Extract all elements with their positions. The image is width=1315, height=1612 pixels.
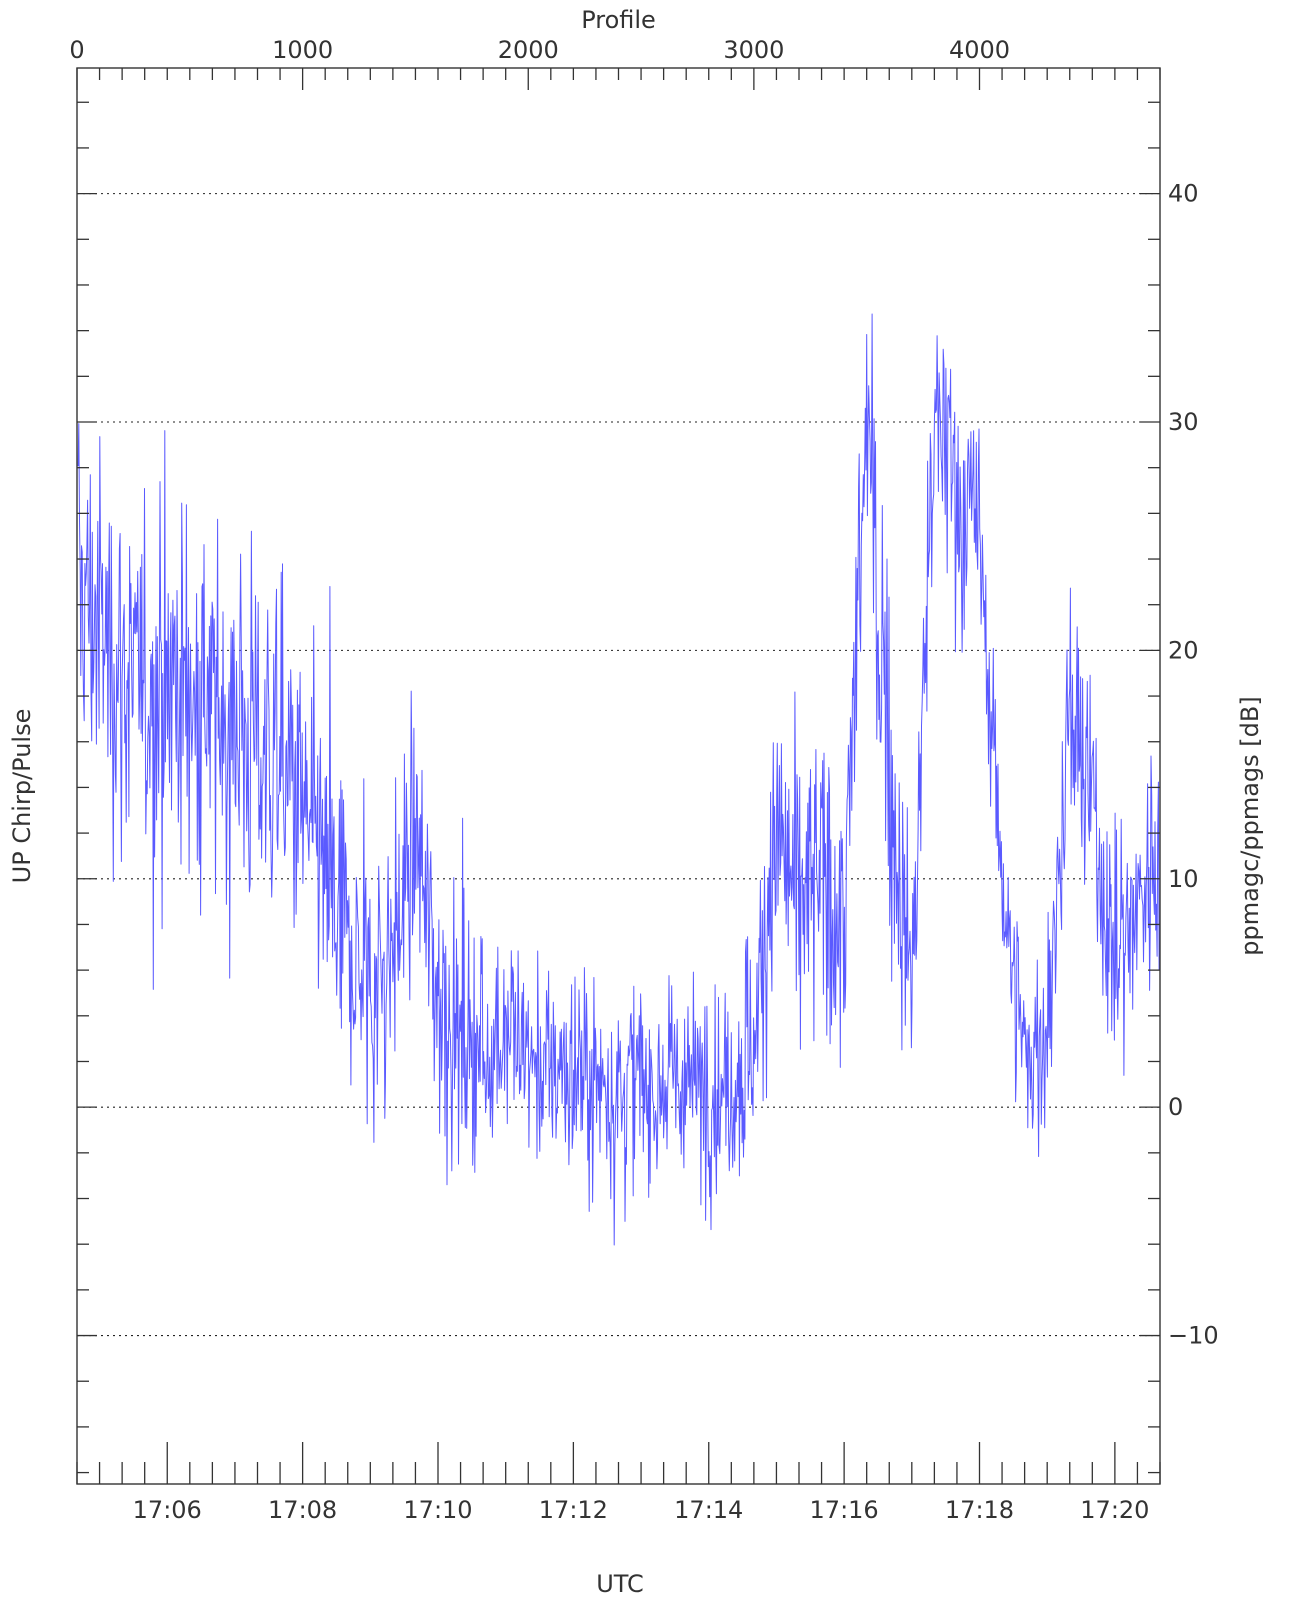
right-tick-label: 40	[1168, 180, 1199, 208]
right-tick-label: 30	[1168, 408, 1199, 436]
top-tick-label: 0	[69, 36, 84, 64]
top-axis-title: Profile	[581, 6, 656, 34]
left-axis-title: UP Chirp/Pulse	[8, 709, 36, 884]
tick-layer	[76, 68, 1161, 1484]
bottom-tick-label: 17:10	[403, 1496, 472, 1524]
top-tick-label: 2000	[498, 36, 559, 64]
bottom-tick-label: 17:14	[674, 1496, 743, 1524]
top-tick-label: 1000	[272, 36, 333, 64]
bottom-tick-label: 17:20	[1080, 1496, 1149, 1524]
bottom-tick-label: 17:08	[268, 1496, 337, 1524]
bottom-tick-label: 17:12	[539, 1496, 608, 1524]
bottom-tick-label: 17:06	[133, 1496, 202, 1524]
top-tick-label: 4000	[949, 36, 1010, 64]
right-tick-label: 0	[1168, 1093, 1183, 1121]
bottom-tick-label: 17:16	[810, 1496, 879, 1524]
right-tick-label: 20	[1168, 636, 1199, 664]
top-tick-label: 3000	[723, 36, 784, 64]
right-tick-label: −10	[1168, 1322, 1219, 1350]
right-tick-label: 10	[1168, 865, 1199, 893]
bottom-tick-label: 17:18	[945, 1496, 1014, 1524]
right-axis-title: ppmagc/ppmags [dB]	[1236, 696, 1264, 955]
series-line	[77, 313, 1160, 1246]
label-layer: −10 0 10 20 30 40 0 1000 2000 3000 4000 17:06 17:08 1…	[69, 36, 1218, 1524]
bottom-axis-title: UTC	[596, 1570, 644, 1598]
series-layer	[77, 313, 1160, 1246]
